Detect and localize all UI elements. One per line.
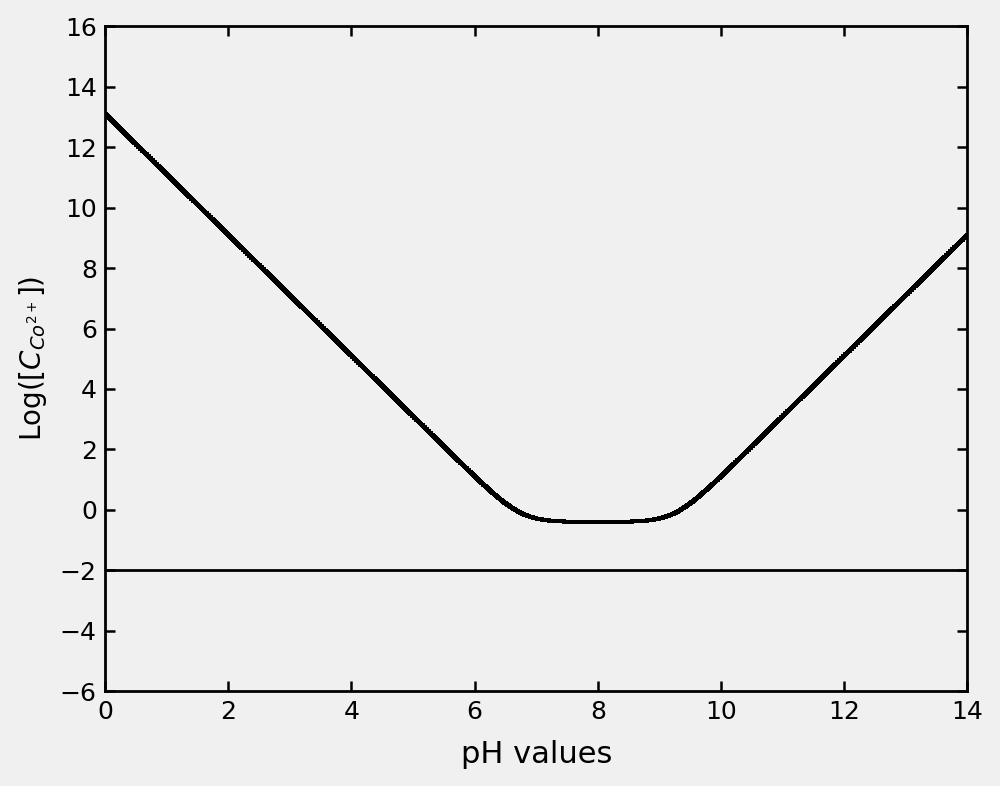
X-axis label: pH values: pH values (461, 740, 612, 769)
Y-axis label: Log($[C_{Co^{2+}}]$): Log($[C_{Co^{2+}}]$) (17, 276, 49, 442)
